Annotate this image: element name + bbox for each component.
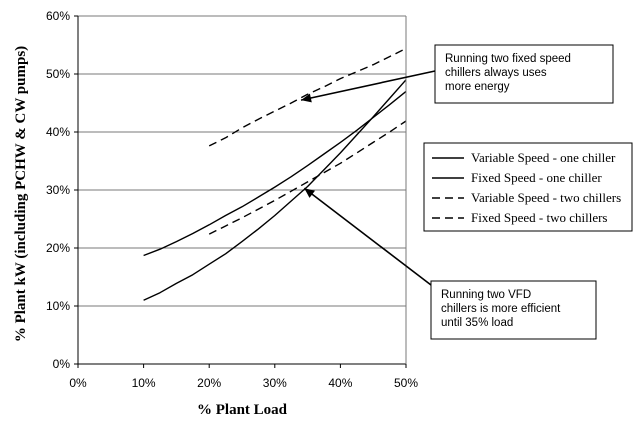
series-lines — [143, 47, 407, 301]
y-tick-label: 60% — [46, 9, 70, 23]
callout-text: chillers is more efficient — [441, 303, 561, 315]
x-tick-label: 50% — [394, 376, 418, 390]
y-tick-label: 0% — [53, 357, 71, 371]
x-tick-labels: 0% 10% 20% 30% 40% 50% — [69, 376, 418, 390]
y-tick-label: 20% — [46, 241, 70, 255]
callout-text: until 35% load — [441, 317, 513, 329]
y-tick-label: 50% — [46, 67, 70, 81]
callout-text: Running two fixed speed — [445, 53, 571, 65]
callout-arrow-shaft — [303, 187, 432, 286]
callout-arrow-head — [301, 93, 312, 103]
legend-label: Fixed Speed - two chillers — [471, 210, 607, 225]
legend-label: Variable Speed - one chiller — [471, 150, 616, 165]
callouts: Running two fixed speed chillers always u… — [300, 44, 614, 340]
callout-box — [430, 280, 597, 340]
callout-text: more energy — [445, 81, 510, 93]
y-axis-title: % Plant kW (including PCHW & CW pumps) — [13, 46, 29, 342]
x-tick-label: 20% — [197, 376, 221, 390]
y-tick-label: 10% — [46, 299, 70, 313]
series-line-4 — [208, 47, 407, 147]
x-tick-label: 30% — [263, 376, 287, 390]
series-line-2 — [143, 79, 407, 301]
series-line-3 — [208, 120, 407, 235]
y-tick-label: 30% — [46, 183, 70, 197]
callout-arrow-head — [304, 188, 315, 198]
grid-lines — [78, 15, 406, 365]
y-tick-labels: 0% 10% 20% 30% 40% 50% 60% — [46, 9, 70, 371]
x-axis-title: % Plant Load — [197, 402, 288, 418]
legend-label: Variable Speed - two chillers — [471, 190, 621, 205]
legend: Variable Speed - one chiller Fixed Speed … — [423, 142, 633, 232]
x-tick-label: 10% — [132, 376, 156, 390]
series-line-1 — [143, 90, 407, 257]
x-tick-label: 40% — [328, 376, 352, 390]
callout-text: Running two VFD — [441, 289, 531, 301]
axes — [74, 15, 407, 368]
callout-box — [434, 44, 614, 104]
callout-arrow-shaft — [300, 70, 436, 101]
y-tick-label: 40% — [46, 125, 70, 139]
x-tick-label: 0% — [69, 376, 87, 390]
callout-text: chillers always uses — [445, 67, 547, 79]
legend-label: Fixed Speed - one chiller — [471, 170, 602, 185]
